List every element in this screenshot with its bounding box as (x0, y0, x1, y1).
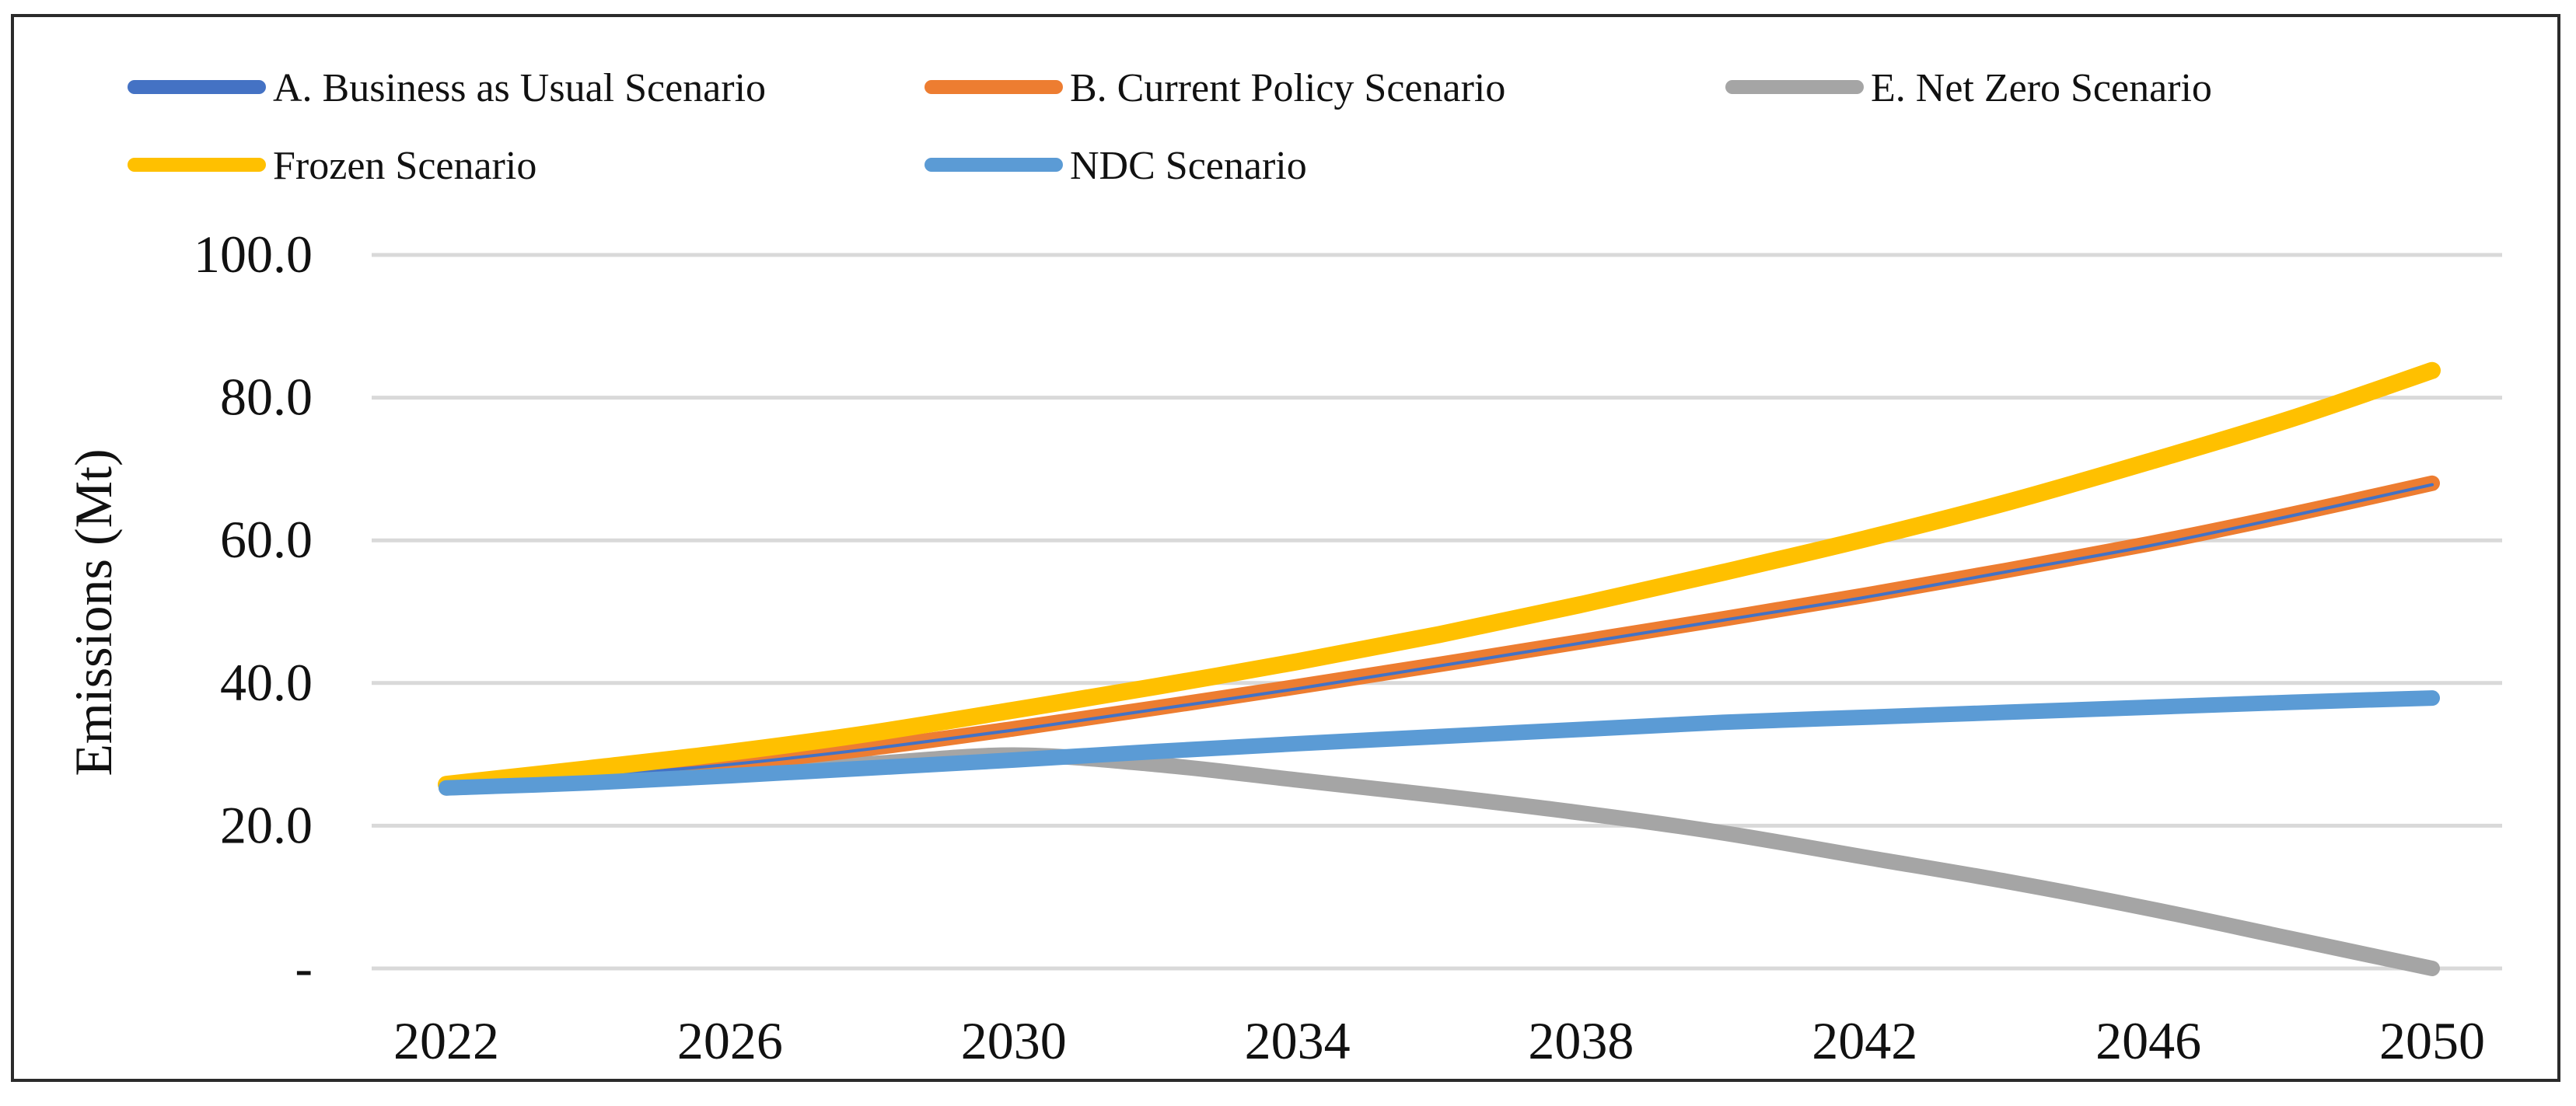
x-tick-label: 2050 (2379, 1011, 2485, 1070)
legend-item-ndc-scenario: NDC Scenario (924, 144, 1307, 188)
legend-label: E. Net Zero Scenario (1871, 66, 2212, 110)
y-tick-label: - (295, 938, 313, 997)
x-tick-label: 2042 (1812, 1011, 1917, 1070)
y-tick-label: 40.0 (220, 653, 313, 712)
x-tick-label: 2022 (393, 1011, 499, 1070)
x-tick-label: 2046 (2095, 1011, 2201, 1070)
x-tick-label: 2038 (1528, 1011, 1634, 1070)
legend: A. Business as Usual Scenario B. Current … (128, 66, 2212, 188)
legend-item-frozen-scenario: Frozen Scenario (128, 144, 537, 188)
legend-label: A. Business as Usual Scenario (273, 66, 766, 110)
y-tick-label: 60.0 (220, 510, 313, 569)
series-line-a-business-as-usual-scenario (445, 483, 2434, 788)
legend-item-a-business-as-usual-scenario: A. Business as Usual Scenario (128, 66, 766, 110)
y-tick-label: 20.0 (220, 795, 313, 854)
legend-item-e-net-zero-scenario: E. Net Zero Scenario (1725, 66, 2212, 110)
x-axis-ticks: 2022 2026 2030 2034 2038 2042 2046 2050 (393, 1011, 2485, 1070)
y-axis-title: Emissions (Mt) (64, 448, 123, 776)
y-tick-label: 80.0 (220, 368, 313, 427)
legend-item-b-current-policy-scenario: B. Current Policy Scenario (924, 66, 1505, 110)
legend-label: NDC Scenario (1070, 144, 1307, 188)
series-line-frozen-scenario (438, 361, 2441, 794)
x-tick-label: 2026 (677, 1011, 783, 1070)
legend-label: Frozen Scenario (273, 144, 537, 188)
series-lines (438, 361, 2441, 976)
series-line-e-net-zero-scenario (439, 747, 2440, 976)
series-line-ndc-scenario (439, 690, 2440, 796)
chart-frame: -20.0 40.0 60.0 80.0 100.0 2022 2026 2030 2034 2… (11, 14, 2560, 1082)
gridlines (372, 253, 2502, 971)
legend-label: B. Current Policy Scenario (1070, 66, 1505, 110)
x-tick-label: 2030 (961, 1011, 1067, 1070)
x-tick-label: 2034 (1245, 1011, 1351, 1070)
y-axis-ticks: - 20.0 40.0 60.0 80.0 100.0 (194, 225, 313, 997)
y-tick-label: 100.0 (194, 225, 313, 284)
